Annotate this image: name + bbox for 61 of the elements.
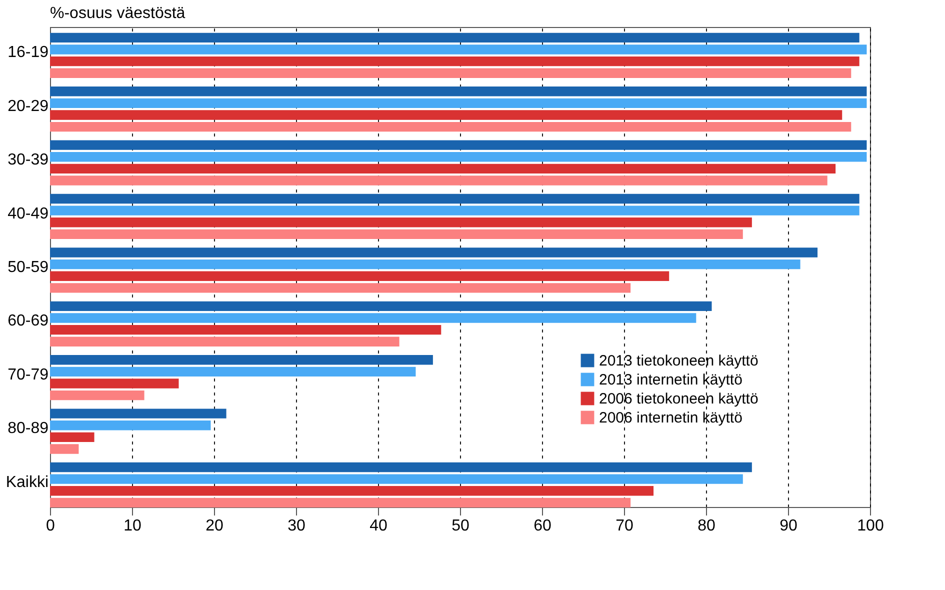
bar — [50, 110, 842, 120]
bar — [50, 206, 860, 216]
y-tick-label: 80-89 — [8, 420, 49, 438]
legend-label: 2006 internetin käyttö — [599, 410, 742, 426]
x-tick-label: 50 — [452, 518, 470, 534]
bar — [50, 248, 818, 258]
bar — [50, 194, 860, 204]
bar — [50, 324, 442, 335]
x-tick-label: 60 — [534, 518, 552, 534]
x-tick-label: 30 — [288, 518, 306, 534]
bar — [50, 32, 860, 43]
x-tick-label: 40 — [370, 518, 388, 534]
bar — [50, 229, 743, 240]
bar — [50, 390, 144, 400]
bar — [50, 313, 696, 323]
y-tick-label: 70-79 — [8, 366, 49, 384]
bar — [50, 56, 860, 66]
x-tick-label: 100 — [857, 518, 884, 534]
bar — [50, 140, 867, 150]
bar — [50, 283, 631, 293]
bar — [50, 498, 631, 508]
x-tick-label: 0 — [46, 518, 56, 534]
bar — [50, 420, 211, 430]
legend-label: 2006 tietokoneen käyttö — [599, 390, 758, 408]
bar — [50, 152, 867, 162]
bar — [50, 98, 867, 108]
bar — [50, 336, 400, 346]
bar — [50, 366, 416, 377]
bar — [50, 122, 852, 132]
bar — [50, 474, 743, 484]
y-tick-label: 60-69 — [8, 312, 49, 330]
bar — [50, 301, 712, 312]
y-tick-label: 20-29 — [8, 98, 49, 115]
legend-label: 2013 internetin käyttö — [599, 372, 742, 388]
bar — [50, 176, 828, 186]
bar — [50, 259, 800, 270]
y-tick-label: 50-59 — [8, 259, 49, 276]
bar — [50, 408, 226, 418]
x-tick-label: 90 — [780, 518, 798, 534]
y-tick-label: 16-19 — [8, 44, 49, 62]
y-tick-label: 30-39 — [8, 152, 49, 169]
bar — [50, 271, 670, 281]
chart-title: %-osuus väestöstä — [50, 5, 186, 22]
x-tick-label: 20 — [206, 518, 224, 534]
y-tick-label: Kaikki — [6, 474, 48, 491]
x-tick-label: 80 — [698, 518, 716, 534]
y-tick-label: 40-49 — [8, 205, 49, 222]
bar — [50, 68, 852, 78]
legend-label: 2013 tietokoneen käyttö — [599, 352, 758, 370]
bar — [50, 86, 867, 96]
bar — [50, 164, 836, 174]
bar — [50, 486, 654, 496]
bar — [50, 444, 79, 454]
x-tick-label: 70 — [616, 518, 634, 534]
bar — [50, 218, 752, 228]
bar — [50, 44, 867, 54]
bar — [50, 432, 94, 442]
bar — [50, 378, 179, 388]
x-tick-label: 10 — [124, 518, 142, 534]
bar — [50, 355, 433, 365]
bar — [50, 462, 752, 472]
